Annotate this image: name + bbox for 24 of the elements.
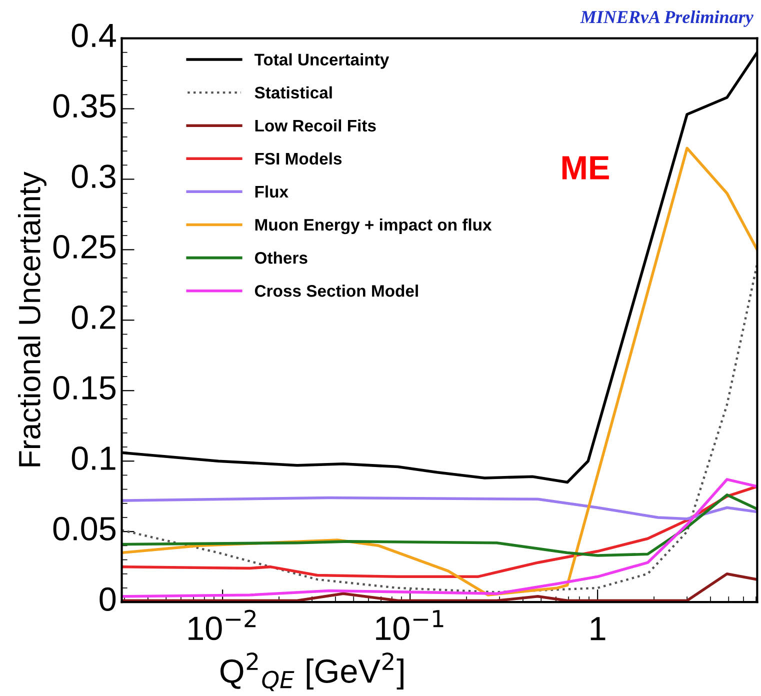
y-tick-label: 0.4 xyxy=(72,24,116,48)
x-tick-label: 10$^{−1}$ xyxy=(376,610,444,640)
y-tick-label: 0.3 xyxy=(72,164,116,188)
legend-label: Cross Section Model xyxy=(254,284,418,297)
y-tick-label: 0 xyxy=(100,587,116,611)
x-axis-title: Q$^{2}$$_{QE}$ [GeV$^{2}$] xyxy=(220,652,404,692)
y-tick-label: 0.15 xyxy=(53,376,116,400)
legend-label: FSI Models xyxy=(255,152,342,165)
x-tick-label: 10$^{−2}$ xyxy=(188,610,256,640)
legend-label: Statistical xyxy=(254,86,332,99)
annotation: ME xyxy=(562,156,609,180)
legend-label: Low Recoil Fits xyxy=(255,119,376,132)
y-tick-label: 0.05 xyxy=(53,516,116,541)
y-axis-title: Fractional Uncertainty xyxy=(18,172,46,466)
y-tick-label: 0.25 xyxy=(53,235,116,259)
legend-label: Total Uncertainty xyxy=(254,53,390,69)
legend-label: Flux xyxy=(255,185,288,198)
legend-label: Others xyxy=(254,252,308,264)
y-tick-label: 0.2 xyxy=(72,306,116,330)
x-tick-label: 1 xyxy=(590,617,606,640)
y-tick-label: 0.35 xyxy=(53,94,116,118)
legend-label: Muon Energy + impact on flux xyxy=(255,218,492,234)
text: MINERνA Preliminary xyxy=(580,10,754,27)
y-tick-label: 0.1 xyxy=(72,446,116,470)
